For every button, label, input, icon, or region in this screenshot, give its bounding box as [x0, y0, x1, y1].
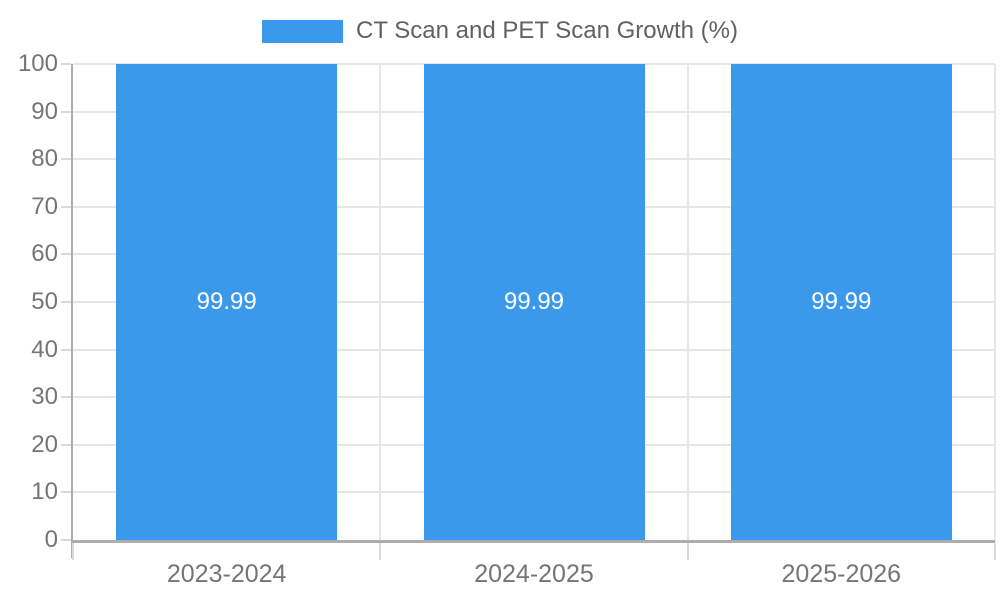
x-axis-category-label: 2025-2026	[781, 560, 902, 588]
x-axis-tick	[994, 543, 996, 560]
y-axis-tick	[61, 158, 71, 161]
legend-swatch	[262, 19, 344, 43]
x-axis-tick	[379, 543, 382, 560]
bar-value-label: 99.99	[196, 288, 257, 315]
y-axis-tick-label: 40	[31, 335, 58, 363]
legend: CT Scan and PET Scan Growth (%)	[0, 17, 1000, 45]
plot-area: 99.99 99.99 99.99	[73, 63, 996, 540]
x-axis-tick	[686, 543, 689, 560]
y-axis-tick	[61, 539, 71, 541]
x-gridline	[379, 64, 382, 540]
y-axis-tick-label: 100	[17, 50, 58, 77]
bar-value-label: 99.99	[811, 288, 872, 315]
y-axis-tick-label: 10	[31, 478, 58, 506]
y-axis-tick-label: 30	[31, 383, 58, 411]
y-axis-tick	[61, 443, 71, 446]
bar-2025-2026	[730, 64, 952, 540]
x-axis-category-label: 2024-2025	[474, 560, 594, 588]
y-axis-tick-label: 70	[31, 192, 58, 220]
y-axis-line	[71, 64, 73, 558]
y-axis-tick-label: 0	[44, 526, 58, 553]
y-axis-tick-label: 80	[31, 145, 58, 173]
y-axis-tick	[61, 63, 71, 65]
x-gridline	[686, 64, 689, 540]
x-gridline	[994, 64, 996, 540]
y-axis-tick	[61, 396, 71, 399]
y-axis-tick	[61, 348, 71, 351]
y-axis-tick	[61, 205, 71, 208]
y-axis-tick-label: 90	[31, 97, 58, 125]
x-axis-category-label: 2023-2024	[166, 560, 287, 588]
y-axis-tick	[61, 110, 71, 113]
y-axis-tick-label: 60	[31, 240, 58, 268]
y-axis-tick	[61, 491, 71, 494]
y-axis-tick	[61, 301, 71, 303]
bar-2023-2024	[116, 64, 338, 540]
x-axis-tick	[72, 543, 74, 560]
y-axis-tick-label: 50	[31, 288, 58, 315]
x-axis-baseline	[71, 540, 995, 543]
y-axis-tick	[61, 253, 71, 256]
y-axis-tick-label: 20	[31, 430, 58, 458]
bar-value-label: 99.99	[503, 288, 565, 315]
bar-2024-2025	[423, 64, 645, 540]
legend-label: CT Scan and PET Scan Growth (%)	[356, 17, 738, 44]
